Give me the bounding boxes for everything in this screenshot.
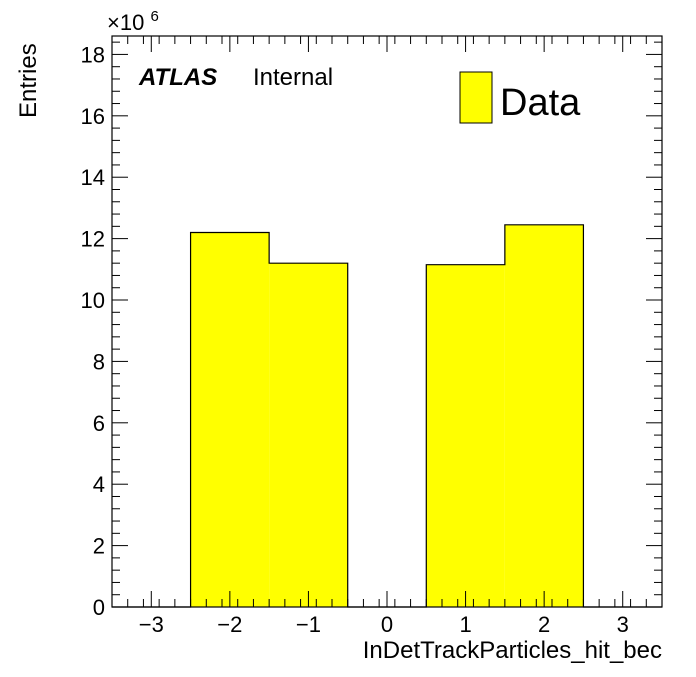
x-axis-label: InDetTrackParticles_hit_bec [363,637,662,664]
histogram-bar [426,264,505,607]
atlas-label: ATLAS [138,64,217,91]
histogram-bar [190,232,270,607]
histogram-bar [504,224,584,607]
x-tick-label: −3 [139,612,164,637]
legend: Data [459,71,581,124]
x-tick-label: 2 [538,612,550,637]
y-tick-label: 4 [93,472,105,497]
y-multiplier-label: ×10 6 [107,8,159,35]
y-tick-label: 0 [93,595,105,620]
y-tick-label: 16 [81,104,105,129]
x-tick-label: −2 [217,612,242,637]
x-tick-label: 1 [459,612,471,637]
bars-layer [112,224,662,608]
ticks-layer [111,36,663,608]
x-tick-label: 3 [617,612,629,637]
x-tick-label: 0 [381,612,393,637]
legend-swatch-data [459,71,493,124]
legend-label-data: Data [500,82,581,124]
x-tick-label: −1 [296,612,321,637]
y-tick-label: 2 [93,534,105,559]
y-tick-label: 18 [81,42,105,67]
y-tick-label: 10 [81,288,105,313]
y-tick-label: 12 [81,227,105,252]
histogram-bar [269,263,348,607]
y-multiplier-exponent: 6 [150,8,158,25]
y-tick-label: 14 [81,165,105,190]
y-multiplier-base: ×10 [107,10,144,35]
y-tick-label: 8 [93,349,105,374]
y-axis-label: Entries [15,43,42,118]
internal-label: Internal [253,64,333,91]
y-tick-label: 6 [93,411,105,436]
